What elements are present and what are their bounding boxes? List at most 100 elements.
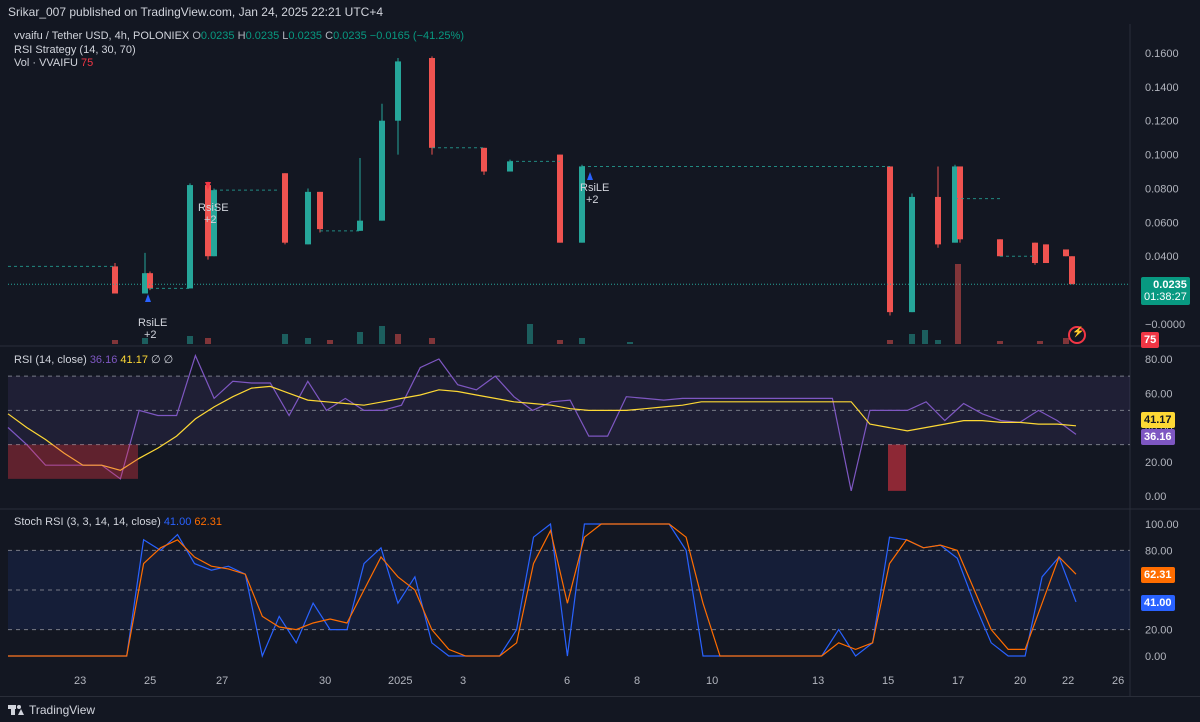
rsi-tick-label: 20.00 <box>1145 457 1173 469</box>
volume-bar <box>205 338 211 344</box>
volume-bar <box>579 338 585 344</box>
candle <box>282 173 288 243</box>
replay-lightning-icon[interactable] <box>1068 326 1086 344</box>
price-tick-label: −0.0000 <box>1145 319 1185 331</box>
price-tick-label: 0.0600 <box>1145 217 1179 229</box>
time-tick-label: 17 <box>952 675 964 687</box>
rsi-label: RSI (14, close) <box>14 354 87 366</box>
strategy-legend[interactable]: RSI Strategy (14, 30, 70) <box>14 44 136 56</box>
publisher-bar: Srikar_007 published on TradingView.com,… <box>0 0 1200 24</box>
volume-bar <box>527 324 533 344</box>
price-tick-label: 0.1600 <box>1145 48 1179 60</box>
open-label: O <box>192 30 201 42</box>
time-tick-label: 25 <box>144 675 156 687</box>
price-tick-label: 0.0400 <box>1145 251 1179 263</box>
candle <box>909 196 915 313</box>
candle <box>1043 244 1049 264</box>
current-price: 0.0235 <box>1153 279 1187 291</box>
volume-badge: 75 <box>1141 332 1160 348</box>
candle <box>579 166 585 243</box>
price-tick-label: 0.0800 <box>1145 183 1179 195</box>
candle <box>395 61 401 121</box>
volume-bar <box>909 334 915 344</box>
low-label: L <box>282 30 289 42</box>
time-tick-label: 6 <box>564 675 570 687</box>
rsi-tick-label: 0.00 <box>1145 491 1166 503</box>
volume-bar <box>282 334 288 344</box>
signal-label: RsiLE <box>138 317 167 329</box>
low-value: 0.0235 <box>288 30 323 42</box>
time-tick-label: 3 <box>460 675 466 687</box>
stoch-d-badge: 62.31 <box>1141 567 1175 583</box>
price-tick-label: 0.1200 <box>1145 116 1179 128</box>
volume-bar <box>627 342 633 344</box>
stoch-rsi-pane[interactable]: 100.0080.0060.0040.0020.000.002325273020… <box>8 519 1179 687</box>
candle <box>481 147 487 172</box>
candle <box>147 273 153 289</box>
rsi-value: 36.16 <box>89 354 118 366</box>
volume-bar <box>887 340 893 344</box>
signal-qty: +2 <box>586 194 599 206</box>
rsi-line <box>7 353 1077 492</box>
signal-qty: +2 <box>204 214 217 226</box>
time-tick-label: 20 <box>1014 675 1026 687</box>
time-tick-label: 27 <box>216 675 228 687</box>
rsi-tick-label: 60.00 <box>1145 388 1173 400</box>
change-value: −0.0165 (−41.25%) <box>369 30 464 42</box>
time-tick-label: 8 <box>634 675 640 687</box>
volume-bar <box>327 340 333 344</box>
rsi-ma-badge: 41.17 <box>1141 412 1175 428</box>
candle <box>379 120 385 221</box>
rsi-ma-line <box>7 385 1077 471</box>
stoch-d-value: 62.31 <box>194 516 222 528</box>
rsi-empty-1: ∅ <box>151 354 161 366</box>
time-tick-label: 15 <box>882 675 894 687</box>
candle <box>997 239 1003 257</box>
candle <box>507 161 513 172</box>
rsi-legend[interactable]: RSI (14, close) 36.16 41.17 ∅ ∅ <box>14 353 173 366</box>
time-tick-label: 22 <box>1062 675 1074 687</box>
rsi-tick-label: 80.00 <box>1145 354 1173 366</box>
candle <box>305 191 311 245</box>
chart-area[interactable]: 0.1600 0.1400 0.1200 0.1000 0.0800 0.0600 0.04… <box>0 24 1200 696</box>
candle <box>1032 242 1038 264</box>
candle <box>935 196 941 245</box>
high-value: 0.0235 <box>245 30 280 42</box>
tradingview-logo[interactable]: TradingView <box>8 703 95 717</box>
stoch-legend[interactable]: Stoch RSI (3, 3, 14, 14, close) 41.00 62… <box>14 516 222 528</box>
stoch-d-line <box>8 523 1077 657</box>
price-tick-label: 0.1400 <box>1145 82 1179 94</box>
time-tick-label: 26 <box>1112 675 1124 687</box>
volume-bar <box>395 334 401 344</box>
candle <box>142 273 148 294</box>
volume-bar <box>429 338 435 344</box>
symbol-legend[interactable]: vvaifu / Tether USD, 4h, POLONIEX O 0.023… <box>14 30 464 42</box>
volume-bar <box>112 340 118 344</box>
long-entry-arrow-icon <box>587 172 593 180</box>
candle <box>205 185 211 257</box>
candle <box>211 190 217 257</box>
chart-svg[interactable]: 0.1600 0.1400 0.1200 0.1000 0.0800 0.0600 0.04… <box>0 24 1200 696</box>
close-value: 0.0235 <box>333 30 367 42</box>
rsi-ma-value: 41.17 <box>120 354 148 366</box>
candle <box>887 166 893 313</box>
candle <box>957 166 963 240</box>
close-label: C <box>325 30 334 42</box>
symbol-name: vvaifu / Tether USD, 4h, POLONIEX <box>14 30 190 42</box>
price-pane[interactable]: 0.1600 0.1400 0.1200 0.1000 0.0800 0.0600 0.04… <box>0 24 1200 696</box>
volume-legend[interactable]: Vol · VVAIFU 75 <box>14 57 93 69</box>
branding-bar: TradingView <box>0 696 1200 722</box>
volume-bar <box>997 341 1003 344</box>
bar-countdown: 01:38:27 <box>1144 291 1187 303</box>
price-tick-label: 0.1000 <box>1145 150 1179 162</box>
candle <box>1069 256 1075 285</box>
volume-bar <box>922 330 928 344</box>
time-tick-label: 23 <box>74 675 86 687</box>
volume-value: 75 <box>81 57 94 69</box>
high-label: H <box>237 30 246 42</box>
candle <box>112 266 118 294</box>
stoch-label: Stoch RSI (3, 3, 14, 14, close) <box>14 516 161 528</box>
short-entry-arrow-icon <box>205 182 211 190</box>
current-price-badge: 0.0235 01:38:27 <box>1141 277 1190 305</box>
